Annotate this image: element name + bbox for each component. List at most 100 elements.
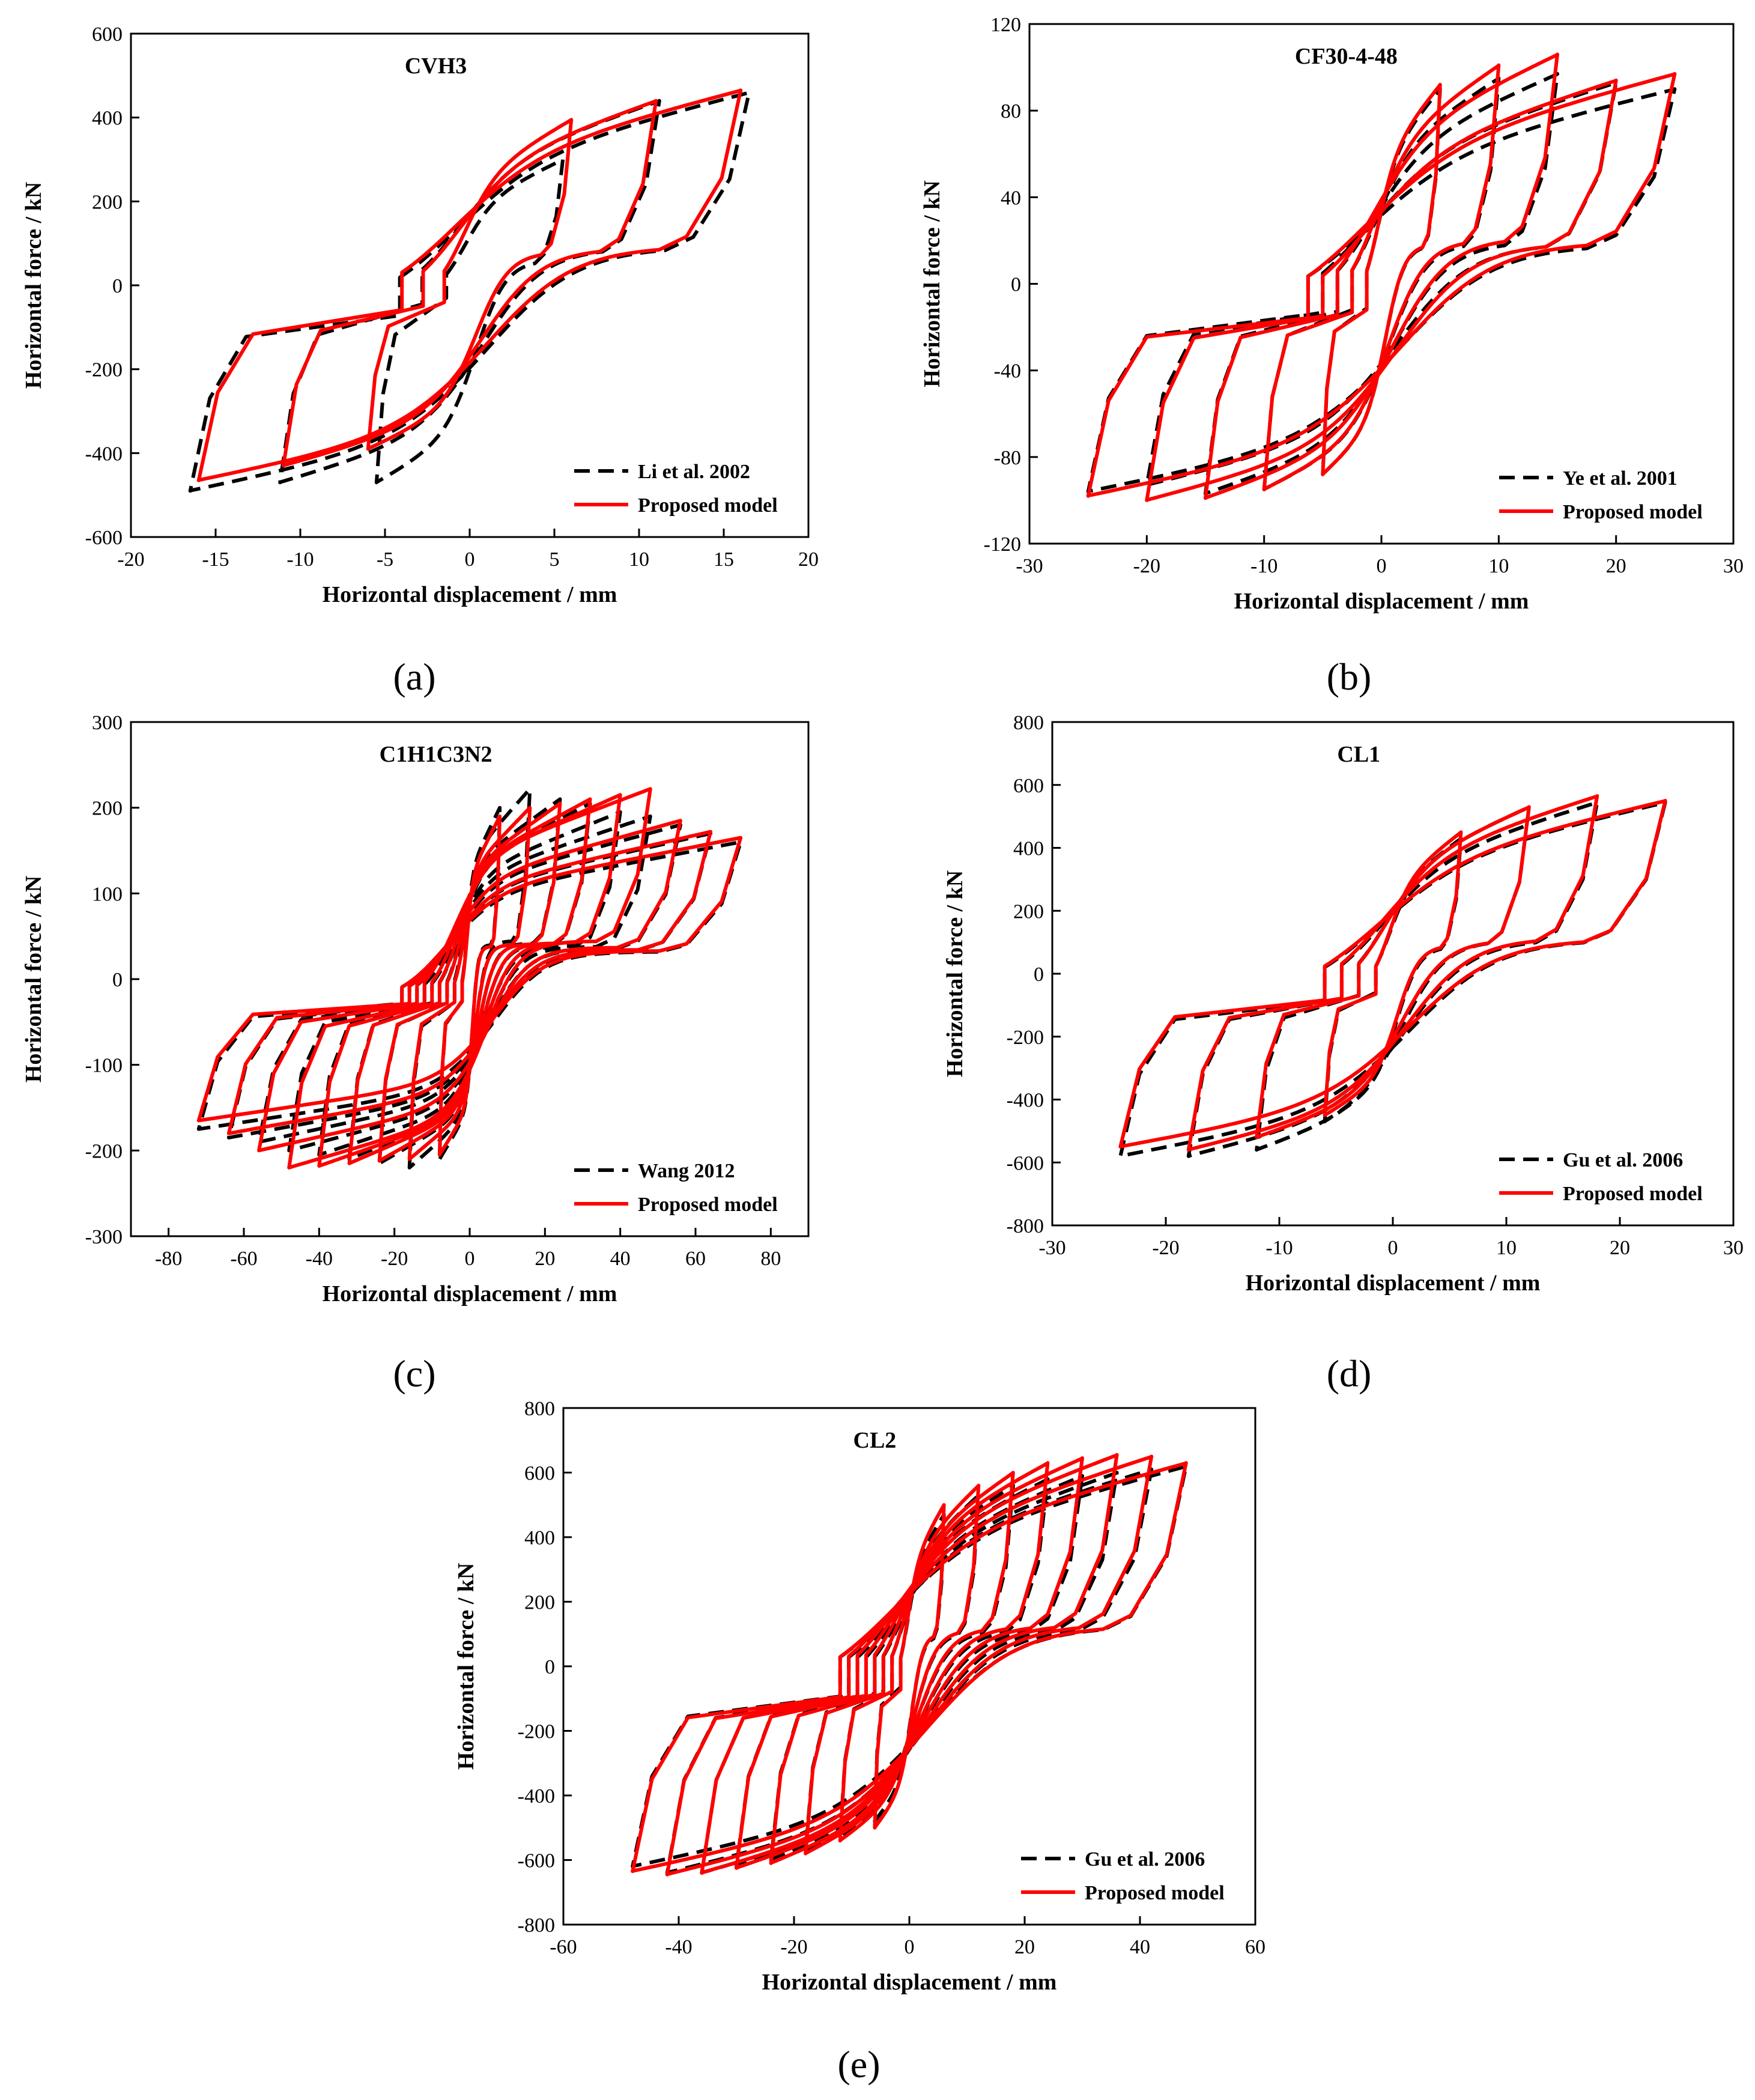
model-loop-7 <box>257 819 682 1153</box>
model-loop-4 <box>769 1461 1050 1865</box>
model-loop-2 <box>1262 63 1501 491</box>
y-tick-label: -200 <box>85 1140 123 1162</box>
model-loop-3 <box>1186 794 1599 1152</box>
x-tick-label: 15 <box>714 548 734 571</box>
test-loop-7 <box>257 823 682 1144</box>
x-axis-label: Horizontal displacement / mm <box>323 1281 617 1306</box>
y-tick-label: -80 <box>994 447 1021 469</box>
y-axis-label: Horizontal force / kN <box>21 182 46 389</box>
model-loop-3 <box>196 88 743 482</box>
x-axis-label: Horizontal displacement / mm <box>762 1970 1057 1995</box>
x-axis-label: Horizontal displacement / mm <box>1234 589 1529 614</box>
x-tick-label: -40 <box>306 1248 333 1270</box>
y-tick-label: -800 <box>1007 1215 1044 1237</box>
x-tick-label: 0 <box>1388 1237 1398 1259</box>
y-tick-label: 80 <box>1001 100 1021 123</box>
model-loop-6 <box>700 1452 1119 1875</box>
x-tick-label: 40 <box>1130 1936 1150 1958</box>
x-tick-label: -20 <box>1152 1237 1179 1259</box>
y-tick-label: -800 <box>518 1914 555 1937</box>
chart-panel-3: -80 -60 -40 -20 0 20 40 60 80-300-200-1000100200… <box>21 712 810 1395</box>
model-loop-1 <box>366 118 574 451</box>
x-tick-label: 20 <box>1014 1936 1035 1958</box>
x-tick-label: -10 <box>1265 1237 1293 1259</box>
y-tick-label: 600 <box>1013 775 1044 797</box>
y-tick-label: 120 <box>990 14 1021 36</box>
model-loop-8 <box>631 1461 1188 1874</box>
y-tick-label: 300 <box>92 712 123 734</box>
legend-label-model: Proposed model <box>1563 1183 1703 1205</box>
model-loop-2 <box>407 806 532 1161</box>
series-model <box>196 787 743 1170</box>
x-tick-label: 0 <box>465 548 475 571</box>
chart-panel-1: -20 -15 -10 -5 0 5 10 15 20 -600 -400 -200 0 200 400 60… <box>21 23 819 698</box>
series-model <box>1086 52 1677 502</box>
x-tick-label: 20 <box>1610 1237 1630 1259</box>
x-tick-label: -20 <box>1133 555 1160 577</box>
y-tick-label: 0 <box>112 969 123 991</box>
chart-title: C1H1C3N2 <box>380 742 493 767</box>
x-tick-label: 30 <box>1723 555 1744 577</box>
model-loop-3 <box>1204 52 1559 500</box>
legend-label-test: Gu et al. 2006 <box>1085 1848 1205 1871</box>
model-loop-4 <box>1145 78 1618 502</box>
x-tick-label: 10 <box>1488 555 1509 577</box>
y-tick-label: 200 <box>92 191 123 213</box>
model-loop-1 <box>873 1503 946 1830</box>
x-tick-label: 20 <box>1606 555 1626 577</box>
y-tick-label: 0 <box>1034 964 1044 986</box>
y-tick-label: 40 <box>1001 187 1021 209</box>
x-tick-label: -30 <box>1038 1237 1065 1259</box>
x-tick-label: -10 <box>286 548 314 571</box>
y-axis-label: Horizontal force / kN <box>453 1563 479 1770</box>
x-tick-label: -40 <box>665 1936 692 1958</box>
y-tick-label: -400 <box>85 443 123 465</box>
y-tick-label: 400 <box>1013 838 1044 860</box>
test-loop-1 <box>374 157 565 485</box>
model-loop-2 <box>281 99 658 468</box>
model-loop-4 <box>1118 798 1667 1149</box>
x-tick-label: 80 <box>760 1248 781 1270</box>
y-tick-label: 600 <box>524 1463 555 1485</box>
chart-title: CF30-4-48 <box>1295 44 1398 69</box>
panel-label: (d) <box>1327 1352 1372 1395</box>
y-tick-label: -600 <box>1007 1152 1044 1174</box>
legend-label-test: Wang 2012 <box>638 1160 735 1182</box>
y-tick-label: -400 <box>518 1785 555 1807</box>
y-tick-label: 200 <box>1013 900 1044 923</box>
y-tick-label: 0 <box>112 275 123 297</box>
model-loop-1 <box>437 814 502 1157</box>
x-tick-label: -20 <box>381 1248 408 1270</box>
model-loop-2 <box>1255 805 1531 1140</box>
y-tick-label: -300 <box>85 1226 123 1248</box>
model-loop-9 <box>196 836 743 1123</box>
y-tick-label: -120 <box>984 533 1021 556</box>
x-tick-label: 0 <box>1377 555 1387 577</box>
panel-label: (a) <box>393 655 435 698</box>
y-tick-label: 200 <box>92 798 123 820</box>
y-tick-label: -100 <box>85 1055 123 1077</box>
x-tick-label: -80 <box>155 1248 182 1270</box>
x-axis-label: Horizontal displacement / mm <box>1246 1270 1541 1296</box>
y-tick-label: 100 <box>92 883 123 905</box>
series-model <box>196 88 743 482</box>
model-loop-2 <box>838 1484 981 1843</box>
y-tick-label: -200 <box>518 1721 555 1743</box>
chart-title: CL1 <box>1337 742 1380 767</box>
legend-label-model: Proposed model <box>638 1194 778 1216</box>
x-tick-label: 20 <box>535 1248 555 1270</box>
y-tick-label: 400 <box>92 108 123 130</box>
chart-panel-5: -60 -40 -20 0 20 40 60-800-600-400-20002004006… <box>453 1398 1265 2086</box>
chart-title: CL2 <box>853 1428 897 1453</box>
y-tick-label: -200 <box>85 359 123 381</box>
legend-label-model: Proposed model <box>638 494 778 517</box>
model-loop-7 <box>665 1454 1154 1877</box>
y-tick-label: 200 <box>524 1592 555 1614</box>
x-tick-label: -15 <box>202 548 229 571</box>
y-tick-label: 600 <box>92 23 123 46</box>
series-model <box>1118 794 1667 1152</box>
y-axis-label: Horizontal force / kN <box>942 870 968 1077</box>
y-tick-label: -200 <box>1007 1027 1044 1049</box>
y-tick-label: -40 <box>994 360 1021 383</box>
